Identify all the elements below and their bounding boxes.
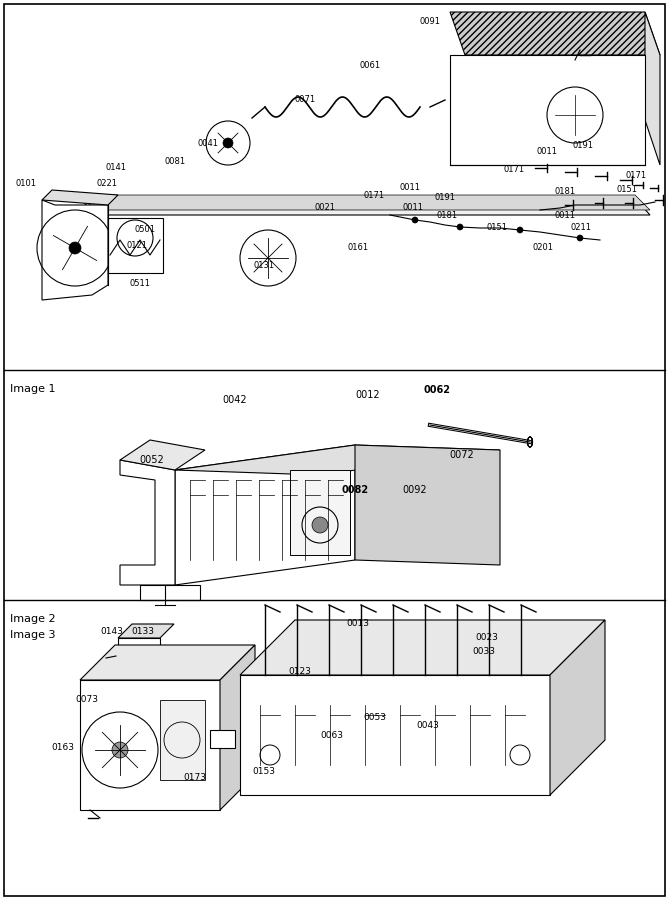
Text: 0143: 0143 xyxy=(100,627,124,636)
Polygon shape xyxy=(42,190,118,205)
Text: 0511: 0511 xyxy=(130,280,151,289)
Text: 0201: 0201 xyxy=(533,244,553,253)
Text: 0191: 0191 xyxy=(573,140,593,149)
Text: 0073: 0073 xyxy=(76,696,98,705)
Text: 0023: 0023 xyxy=(476,634,498,643)
Text: 0081: 0081 xyxy=(165,158,185,166)
Polygon shape xyxy=(220,645,255,810)
Polygon shape xyxy=(355,445,500,565)
Text: 0061: 0061 xyxy=(359,60,381,69)
Circle shape xyxy=(517,227,523,233)
Polygon shape xyxy=(80,645,255,680)
Text: 0041: 0041 xyxy=(197,139,219,148)
Text: 0171: 0171 xyxy=(363,191,385,200)
Text: 0013: 0013 xyxy=(347,618,369,627)
Text: 0181: 0181 xyxy=(555,187,575,196)
Polygon shape xyxy=(80,195,650,210)
Text: 0181: 0181 xyxy=(436,211,458,220)
Circle shape xyxy=(457,224,463,230)
Polygon shape xyxy=(120,440,205,470)
Text: Image 1: Image 1 xyxy=(10,384,56,394)
Text: 0021: 0021 xyxy=(314,203,335,212)
Text: 0171: 0171 xyxy=(626,170,646,179)
Text: 0171: 0171 xyxy=(504,166,524,175)
Polygon shape xyxy=(42,200,108,300)
Polygon shape xyxy=(120,460,175,585)
Text: 0133: 0133 xyxy=(132,627,155,636)
Text: 0071: 0071 xyxy=(294,95,316,104)
Text: 0501: 0501 xyxy=(134,226,155,235)
Text: 0062: 0062 xyxy=(423,385,450,395)
Polygon shape xyxy=(118,624,174,638)
Text: 0161: 0161 xyxy=(347,244,369,253)
Polygon shape xyxy=(645,12,660,165)
Text: 0011: 0011 xyxy=(537,148,557,157)
Text: 0052: 0052 xyxy=(140,455,165,465)
Text: 0211: 0211 xyxy=(571,223,591,232)
Text: Image 3: Image 3 xyxy=(10,630,56,640)
Text: 0131: 0131 xyxy=(254,262,274,271)
Polygon shape xyxy=(550,620,605,795)
Text: 0101: 0101 xyxy=(15,179,37,188)
Polygon shape xyxy=(175,445,500,475)
Bar xyxy=(118,638,160,673)
Circle shape xyxy=(312,517,328,533)
Polygon shape xyxy=(175,445,355,585)
Circle shape xyxy=(223,138,233,148)
Bar xyxy=(80,680,220,810)
Text: 0012: 0012 xyxy=(356,390,380,400)
Text: 0121: 0121 xyxy=(126,241,147,250)
Text: 0033: 0033 xyxy=(472,646,496,655)
Text: 0053: 0053 xyxy=(363,714,387,723)
Polygon shape xyxy=(290,470,350,555)
Text: 0141: 0141 xyxy=(106,164,126,173)
Text: 0092: 0092 xyxy=(403,485,427,495)
Bar xyxy=(160,700,205,780)
Text: 0042: 0042 xyxy=(223,395,248,405)
Text: 0151: 0151 xyxy=(486,223,508,232)
Bar xyxy=(108,218,163,273)
Polygon shape xyxy=(240,620,605,675)
Circle shape xyxy=(412,217,418,223)
Text: 0153: 0153 xyxy=(252,768,276,777)
Text: Image 2: Image 2 xyxy=(10,614,56,624)
Text: 0191: 0191 xyxy=(434,194,456,202)
Text: 0063: 0063 xyxy=(320,732,343,741)
Text: 0011: 0011 xyxy=(399,184,421,193)
Polygon shape xyxy=(450,12,660,55)
Circle shape xyxy=(69,242,81,254)
Bar xyxy=(210,730,235,748)
Text: 0173: 0173 xyxy=(183,773,207,782)
Text: 0091: 0091 xyxy=(419,17,440,26)
Text: 0221: 0221 xyxy=(96,178,118,187)
Text: 0043: 0043 xyxy=(417,722,440,731)
Text: 0123: 0123 xyxy=(288,668,312,677)
Circle shape xyxy=(577,235,583,241)
Text: 0163: 0163 xyxy=(52,743,74,752)
Text: 0011: 0011 xyxy=(403,203,423,212)
Polygon shape xyxy=(450,55,645,165)
Text: 0082: 0082 xyxy=(341,485,369,495)
Bar xyxy=(240,675,550,795)
Circle shape xyxy=(112,742,128,758)
Polygon shape xyxy=(140,585,200,600)
Polygon shape xyxy=(80,198,650,215)
Text: 0151: 0151 xyxy=(617,185,638,194)
Text: 0072: 0072 xyxy=(450,450,474,460)
Text: 0011: 0011 xyxy=(555,211,575,220)
